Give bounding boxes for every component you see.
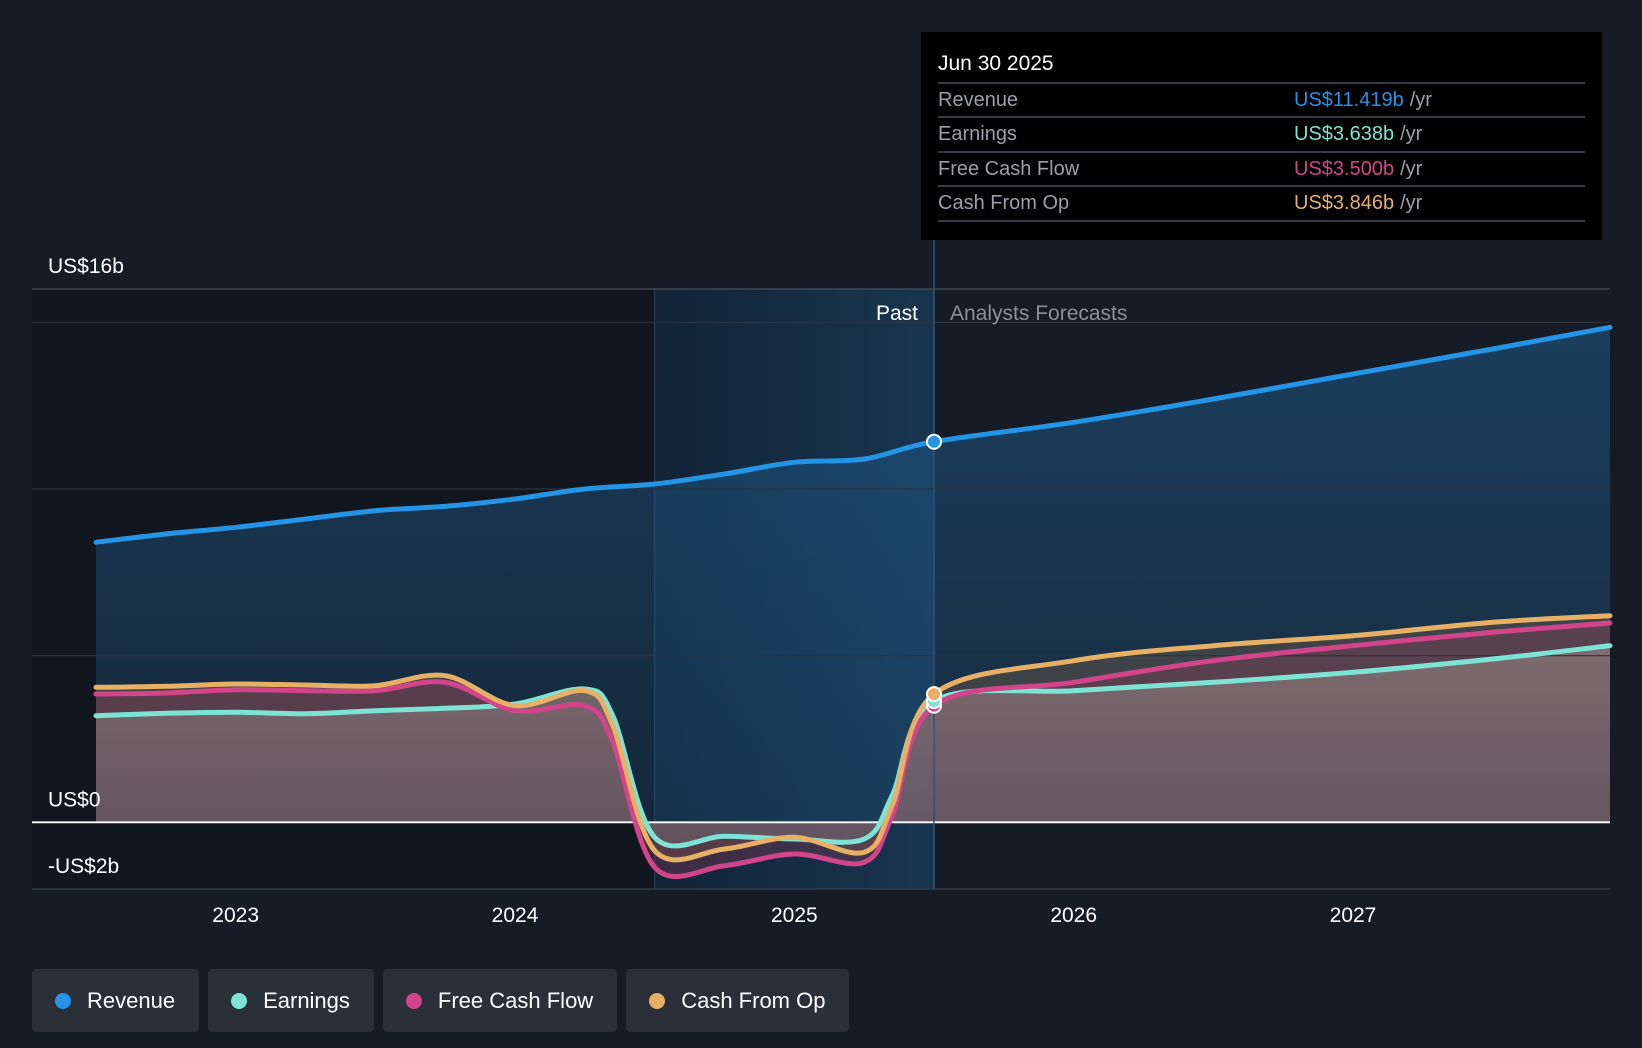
- forecast-label: Analysts Forecasts: [950, 302, 1127, 325]
- svg-text:US$3.846b/yr: US$3.846b/yr: [1294, 192, 1423, 214]
- legend-label: Earnings: [263, 987, 350, 1013]
- legend: Revenue Earnings Free Cash Flow Cash Fro…: [32, 969, 850, 1032]
- earnings-line: [93, 643, 1613, 849]
- svg-text:US$3.500b/yr: US$3.500b/yr: [1294, 158, 1423, 180]
- svg-text:US$11.419b/yr: US$11.419b/yr: [1294, 89, 1432, 111]
- tooltip: Jun 30 2025 Revenue US$11.419b/yr Earnin…: [921, 32, 1602, 240]
- tooltip-earnings-value: US$3.638b: [1294, 123, 1394, 145]
- legend-item-cash-from-op[interactable]: Cash From Op: [626, 969, 850, 1032]
- tooltip-revenue-label: Revenue: [938, 89, 1018, 111]
- legend-label: Revenue: [87, 987, 176, 1013]
- x-tick-label: 2024: [492, 904, 539, 927]
- svg-text:US$3.638b/yr: US$3.638b/yr: [1294, 123, 1423, 145]
- tooltip-earnings-unit: /yr: [1400, 123, 1423, 145]
- past-label: Past: [876, 302, 918, 325]
- tooltip-date: Jun 30 2025: [938, 52, 1054, 75]
- legend-label: Cash From Op: [681, 987, 826, 1013]
- revenue-marker: [926, 433, 943, 450]
- tooltip-fcf-unit: /yr: [1400, 158, 1423, 180]
- y-axis-label: US$0: [48, 788, 101, 811]
- x-tick-label: 2026: [1050, 904, 1097, 927]
- earnings-area: [96, 645, 1610, 846]
- earnings-dot-icon: [231, 992, 248, 1009]
- tooltip-cfo-value: US$3.846b: [1294, 192, 1394, 214]
- tooltip-cfo-label: Cash From Op: [938, 192, 1069, 214]
- legend-item-revenue[interactable]: Revenue: [32, 969, 200, 1032]
- legend-item-earnings[interactable]: Earnings: [208, 969, 374, 1032]
- tooltip-earnings-label: Earnings: [938, 123, 1017, 145]
- legend-label: Free Cash Flow: [437, 987, 594, 1013]
- tooltip-revenue-value: US$11.419b: [1294, 89, 1404, 111]
- y-axis-label: US$16b: [48, 255, 124, 278]
- revenue-line: [93, 324, 1613, 545]
- cash-from-op-marker: [926, 686, 943, 703]
- x-tick-label: 2027: [1330, 904, 1377, 927]
- legend-item-free-cash-flow[interactable]: Free Cash Flow: [382, 969, 618, 1032]
- cash-from-op-dot-icon: [649, 992, 666, 1009]
- cash-from-op-line: [93, 613, 1613, 863]
- free-cash-flow-dot-icon: [405, 992, 422, 1009]
- tooltip-fcf-value: US$3.500b: [1294, 158, 1394, 180]
- y-axis-label: -US$2b: [48, 855, 119, 878]
- tooltip-cfo-unit: /yr: [1400, 192, 1423, 214]
- tooltip-fcf-label: Free Cash Flow: [938, 158, 1080, 180]
- revenue-dot-icon: [55, 992, 71, 1009]
- x-tick-label: 2025: [771, 904, 818, 927]
- x-tick-label: 2023: [212, 904, 259, 927]
- tooltip-revenue-unit: /yr: [1410, 89, 1433, 111]
- free-cash-flow-line: [93, 620, 1613, 879]
